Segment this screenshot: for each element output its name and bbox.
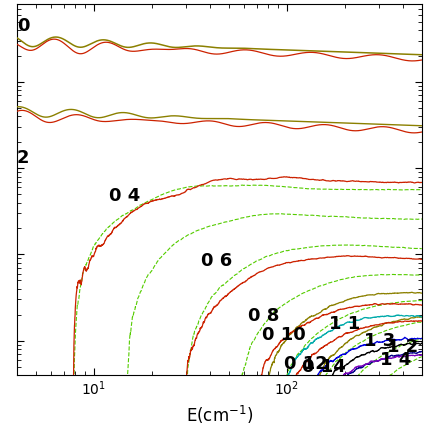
Text: 0 12: 0 12 [284, 355, 328, 373]
Text: 1 1: 1 1 [329, 315, 360, 333]
Text: 0 4: 0 4 [109, 187, 141, 205]
Text: 0 14: 0 14 [302, 358, 346, 376]
Text: 0 8: 0 8 [248, 307, 279, 325]
Text: 0 10: 0 10 [262, 326, 305, 344]
Text: 1 3: 1 3 [364, 332, 396, 350]
Text: 1 2: 1 2 [387, 338, 418, 356]
X-axis label: E(cm$^{-1}$): E(cm$^{-1}$) [186, 404, 253, 426]
Text: 2: 2 [17, 150, 29, 167]
Text: 0: 0 [17, 17, 29, 35]
Text: 1 4: 1 4 [380, 351, 412, 369]
Text: 0 6: 0 6 [201, 251, 233, 270]
